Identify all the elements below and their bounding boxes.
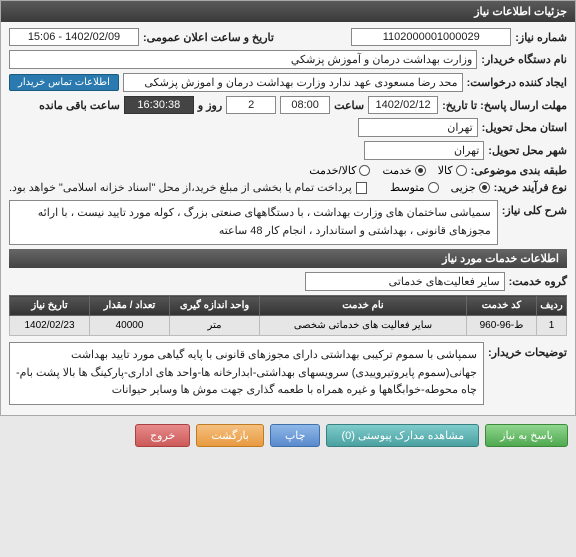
button-bar: پاسخ به نیاز مشاهده مدارک پیوستی (0) چاپ… <box>0 416 576 455</box>
table-cell: ط-96-960 <box>467 316 537 336</box>
table-cell: 1 <box>537 316 567 336</box>
deadline-hour: 08:00 <box>280 96 330 114</box>
col-header: کد خدمت <box>467 296 537 316</box>
day-label: روز و <box>198 99 222 112</box>
radio-goods[interactable]: کالا <box>438 164 467 177</box>
payment-note: پرداخت تمام یا بخشی از مبلغ خرید،از محل … <box>9 181 352 194</box>
hour-label: ساعت <box>334 99 364 112</box>
table-cell: 1402/02/23 <box>10 316 90 336</box>
buyer-name: وزارت بهداشت درمان و آموزش پزشكي <box>9 50 477 69</box>
city-label: شهر محل تحویل: <box>488 144 567 157</box>
main-panel: جزئیات اطلاعات نیاز شماره نیاز: 11020000… <box>0 0 576 416</box>
datetime-label: تاریخ و ساعت اعلان عمومی: <box>143 31 274 44</box>
radio-service[interactable]: خدمت <box>382 164 425 177</box>
countdown-timer: 16:30:38 <box>124 96 194 114</box>
col-header: ردیف <box>537 296 567 316</box>
services-header: اطلاعات خدمات مورد نیاز <box>9 249 567 268</box>
contact-info-button[interactable]: اطلاعات تماس خریدار <box>9 74 119 91</box>
table-cell: متر <box>170 316 260 336</box>
province-value: تهران <box>358 118 478 137</box>
creator-label: ایجاد کننده درخواست: <box>467 76 567 89</box>
table-row[interactable]: 1ط-96-960سایر فعالیت های خدماتی شخصیمتر4… <box>10 316 567 336</box>
attachments-button[interactable]: مشاهده مدارک پیوستی (0) <box>326 424 479 447</box>
panel-title: جزئیات اطلاعات نیاز <box>1 1 575 22</box>
services-table: ردیفکد خدمتنام خدمتواحد اندازه گیریتعداد… <box>9 295 567 336</box>
deadline-label: مهلت ارسال پاسخ: تا تاریخ: <box>442 99 567 112</box>
deadline-days: 2 <box>226 96 276 114</box>
radio-both[interactable]: کالا/خدمت <box>309 164 370 177</box>
back-button[interactable]: بازگشت <box>196 424 264 447</box>
deadline-date: 1402/02/12 <box>368 96 438 114</box>
respond-button[interactable]: پاسخ به نیاز <box>485 424 568 447</box>
radio-partial[interactable]: جزیی <box>451 181 490 194</box>
treasury-checkbox[interactable] <box>356 182 367 194</box>
table-cell: 40000 <box>90 316 170 336</box>
radio-medium[interactable]: متوسط <box>390 181 439 194</box>
need-number-label: شماره نیاز: <box>515 31 567 44</box>
subject-class-label: طبقه بندی موضوعی: <box>471 164 567 177</box>
desc-label: شرح کلی نیاز: <box>502 200 567 217</box>
process-label: نوع فرآیند خرید: <box>494 181 567 194</box>
col-header: تاریخ نیاز <box>10 296 90 316</box>
exit-button[interactable]: خروج <box>135 424 190 447</box>
col-header: واحد اندازه گیری <box>170 296 260 316</box>
need-number: 1102000001000029 <box>351 28 511 46</box>
province-label: استان محل تحویل: <box>482 121 567 134</box>
city-value: تهران <box>364 141 484 160</box>
desc-text: سمیاشی ساختمان های وزارت بهداشت ، با دست… <box>9 200 498 245</box>
col-header: نام خدمت <box>260 296 467 316</box>
col-header: تعداد / مقدار <box>90 296 170 316</box>
buyer-desc-text: سمپاشی با سموم ترکیبی بهداشتی دارای مجوز… <box>9 342 484 405</box>
group-value: سایر فعالیت‌های خدماتی <box>305 272 505 291</box>
process-radio-group: جزیی متوسط <box>390 181 490 194</box>
remaining-label: ساعت باقی مانده <box>39 99 120 112</box>
print-button[interactable]: چاپ <box>270 424 321 447</box>
table-cell: سایر فعالیت های خدماتی شخصی <box>260 316 467 336</box>
subject-radio-group: کالا خدمت کالا/خدمت <box>309 164 466 177</box>
buyer-desc-label: توضیحات خریدار: <box>488 342 567 359</box>
panel-body: شماره نیاز: 1102000001000029 تاریخ و ساع… <box>1 22 575 415</box>
buyer-label: نام دستگاه خریدار: <box>481 53 567 66</box>
group-label: گروه خدمت: <box>509 275 567 288</box>
datetime-value: 1402/02/09 - 15:06 <box>9 28 139 46</box>
creator-name: محد رضا مسعودی عهد ندارد وزارت بهداشت در… <box>123 73 463 92</box>
